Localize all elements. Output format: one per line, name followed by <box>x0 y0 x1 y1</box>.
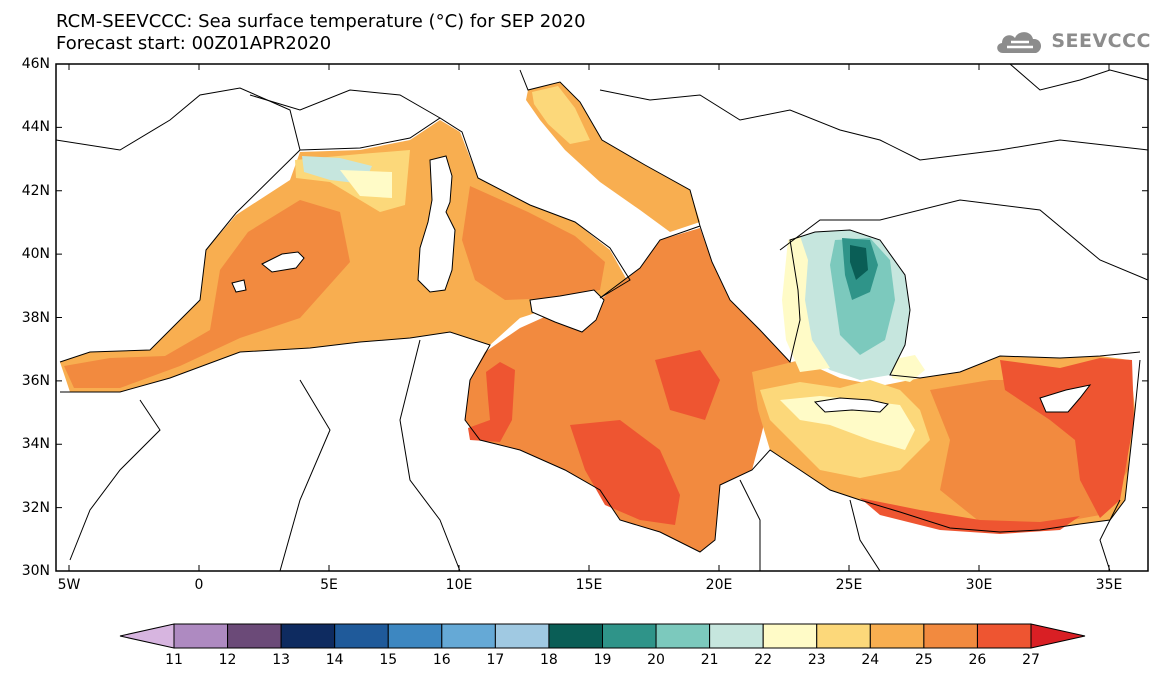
levantine-hot <box>1000 358 1134 518</box>
lon-ticks <box>68 64 1110 571</box>
colorbar-swatch <box>441 623 496 649</box>
lat-tick-label: 42N <box>21 182 50 199</box>
aegean-deep <box>850 245 868 280</box>
colorbar-swatch <box>816 623 871 649</box>
colorbar-tick-label: 16 <box>432 652 451 668</box>
lat-tick-label: 38N <box>21 309 50 326</box>
seevccc-logo: SEEVCCC <box>993 24 1151 58</box>
country-border-3 <box>779 199 1148 281</box>
corsica-sardinia <box>417 155 456 293</box>
tyrrhenian-warm <box>462 186 605 300</box>
colorbar-swatch <box>976 623 1032 649</box>
coastlines <box>56 64 1148 571</box>
colorbar-swatch <box>173 623 229 649</box>
gulf-of-lion-pale <box>340 170 392 198</box>
colorbar-swatch <box>762 623 818 649</box>
colorbar-swatch <box>387 623 443 649</box>
colorbar-tick-label: 23 <box>807 652 826 668</box>
colorbar-tick-label: 11 <box>165 652 183 668</box>
country-border-9 <box>279 379 331 571</box>
lat-tick-label: 36N <box>21 372 50 389</box>
north-africa-coast <box>60 331 1141 553</box>
western-med-warm <box>64 200 350 388</box>
colorbar-tick-label: 24 <box>861 652 880 668</box>
ibiza-island <box>231 279 247 293</box>
lat-tick-label: 46N <box>21 56 50 72</box>
colorbar-tick-label: 21 <box>700 652 719 668</box>
colorbar-swatch <box>494 623 550 649</box>
country-border-7 <box>849 499 881 571</box>
black-sea-coast <box>1009 64 1148 91</box>
colorbar-tick-label: 26 <box>968 652 987 668</box>
country-border-4 <box>69 399 161 561</box>
cyprus <box>1039 384 1092 413</box>
sidra-hot <box>570 420 680 525</box>
country-border-8 <box>1099 499 1121 571</box>
sst-field <box>60 82 1135 552</box>
colorbar-swatch <box>709 623 764 649</box>
colorbar-swatch <box>869 623 925 649</box>
iberia-east-coast <box>59 149 301 363</box>
colorbar-tick-label: 25 <box>914 652 933 668</box>
colorbar-swatch <box>923 623 978 649</box>
aegean-fringe <box>782 236 830 372</box>
cloud-logo-icon <box>997 32 1042 53</box>
lon-tick-label: 0 <box>194 577 204 593</box>
lon-tick-label: 5W <box>57 577 81 593</box>
balkan-coast <box>699 225 1141 379</box>
logo-text: SEEVCCC <box>1051 30 1151 52</box>
colorbar-tick-label: 13 <box>272 652 291 668</box>
forecast-start-label: Forecast start: 00Z01APR2020 <box>56 33 332 54</box>
colorbar-max-arrow <box>1030 623 1086 649</box>
north-adriatic-cool <box>532 86 590 144</box>
lat-tick-label: 30N <box>21 563 50 579</box>
country-border-1 <box>249 89 441 119</box>
country-border-6 <box>739 479 761 571</box>
crete-island <box>813 397 889 413</box>
lon-tick-label: 20E <box>705 577 733 593</box>
country-border-2 <box>599 89 1148 161</box>
rhodes-patch <box>890 355 925 382</box>
colorbar-tick-label: 15 <box>379 652 398 668</box>
colorbar-tick-label: 19 <box>593 652 612 668</box>
colorbar-swatch <box>602 623 657 649</box>
colorbar-tick-label: 18 <box>540 652 558 668</box>
colorbar-swatch <box>227 623 282 649</box>
balearic-island <box>261 251 305 273</box>
colorbar-min-arrow <box>119 623 175 649</box>
colorbar-swatch <box>548 623 603 649</box>
colorbar-tick-label: 27 <box>1022 652 1040 668</box>
sicily <box>529 289 605 333</box>
colorbar-tick-label: 12 <box>218 652 237 668</box>
central-med-sea <box>465 228 790 552</box>
colorbar-swatch <box>334 623 389 649</box>
lat-tick-label: 34N <box>21 436 50 453</box>
ionian-hot-patch <box>655 350 720 420</box>
lon-tick-label: 5E <box>320 577 338 593</box>
colorbar-tick-label: 17 <box>486 652 505 668</box>
colorbar <box>119 623 1086 649</box>
colorbar-tick-label: 22 <box>754 652 773 668</box>
lat-tick-label: 40N <box>21 246 50 263</box>
colorbar-swatch <box>280 623 336 649</box>
lon-tick-label: 10E <box>445 577 473 593</box>
colorbar-tick-label: 20 <box>647 652 665 668</box>
lon-tick-label: 15E <box>575 577 603 593</box>
country-border-5 <box>399 339 461 571</box>
lon-tick-label: 35E <box>1095 577 1123 593</box>
colorbar-swatch <box>655 623 711 649</box>
tunisia-coast-hot <box>468 362 515 442</box>
lat-tick-label: 44N <box>21 119 50 136</box>
map-title: RCM-SEEVCCC: Sea surface temperature (°C… <box>56 11 586 32</box>
colorbar-tick-label: 14 <box>325 652 344 668</box>
lon-tick-label: 25E <box>835 577 863 593</box>
south-levantine-hot <box>860 498 1080 534</box>
lat-ticks <box>56 63 1148 572</box>
lat-tick-label: 32N <box>21 499 50 516</box>
lon-tick-label: 30E <box>965 577 993 593</box>
north-coast-line <box>56 69 701 299</box>
